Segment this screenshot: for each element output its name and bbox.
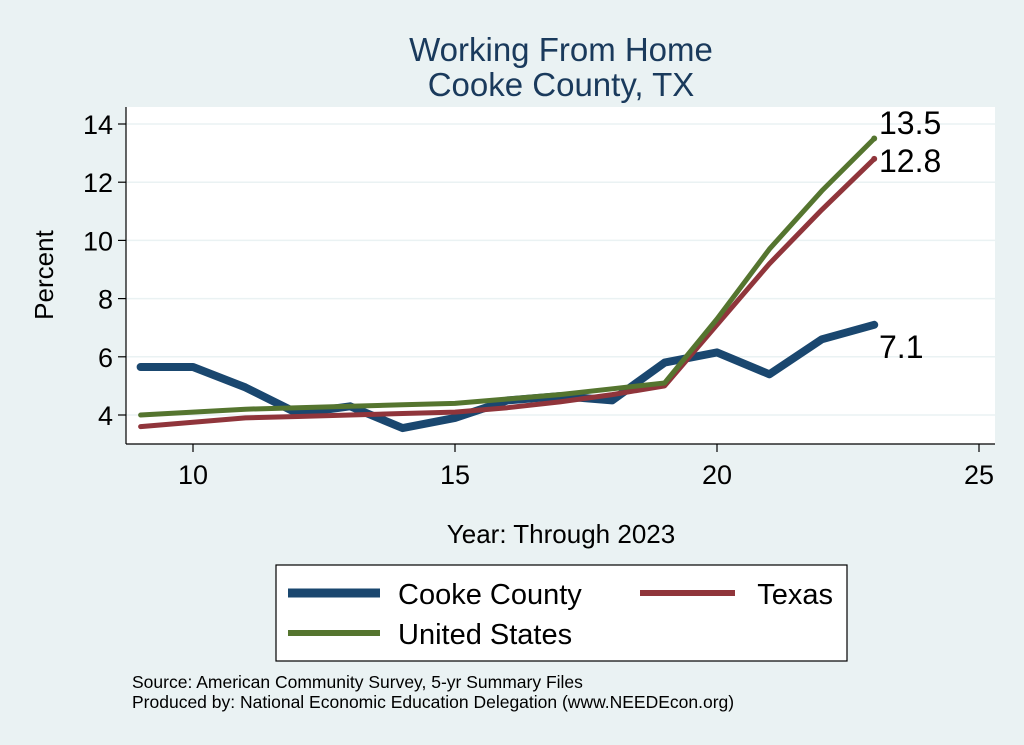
produced-by-note: Produced by: National Economic Education… (132, 692, 734, 712)
x-tick-label-20: 20 (702, 460, 732, 490)
source-note: Source: American Community Survey, 5-yr … (132, 672, 583, 692)
x-tick-label-10: 10 (178, 460, 208, 490)
x-axis-title: Year: Through 2023 (447, 519, 675, 549)
x-tick-label-25: 25 (964, 460, 994, 490)
y-tick-label-4: 4 (98, 401, 113, 431)
legend: Cooke County Texas United States (288, 579, 833, 651)
end-label-texas: 12.8 (879, 143, 941, 179)
chart-title-line-1: Working From Home (409, 31, 713, 68)
y-tick-label-10: 10 (83, 226, 113, 256)
series-line-united-states (138, 136, 877, 418)
y-tick-label-12: 12 (83, 168, 113, 198)
legend-label-united-states: United States (398, 619, 572, 651)
series-endpoint-cooke-county (871, 321, 878, 328)
series-endpoint-united-states (871, 135, 878, 142)
legend-label-cooke-county: Cooke County (398, 579, 582, 611)
y-axis-title: Percent (29, 229, 59, 319)
series-endpoint-texas (871, 155, 878, 162)
chart-title-line-2: Cooke County, TX (428, 66, 695, 103)
end-labels: 7.1 12.813.5 (879, 105, 941, 365)
x-tick-label-15: 15 (440, 460, 470, 490)
series-lines (136, 135, 879, 433)
series-line-texas (138, 156, 877, 430)
y-tick-label-6: 6 (98, 343, 113, 373)
end-label-cooke-county: 7.1 (879, 329, 923, 365)
y-tick-label-8: 8 (98, 285, 113, 315)
legend-box (275, 564, 848, 662)
y-tick-label-14: 14 (83, 110, 113, 140)
legend-label-texas: Texas (757, 579, 833, 611)
y-axis-ticks: 4 6 8 10 12 14 (83, 110, 126, 431)
x-axis-ticks: 10 15 20 25 (178, 444, 994, 490)
end-label-united-states: 13.5 (879, 105, 941, 141)
